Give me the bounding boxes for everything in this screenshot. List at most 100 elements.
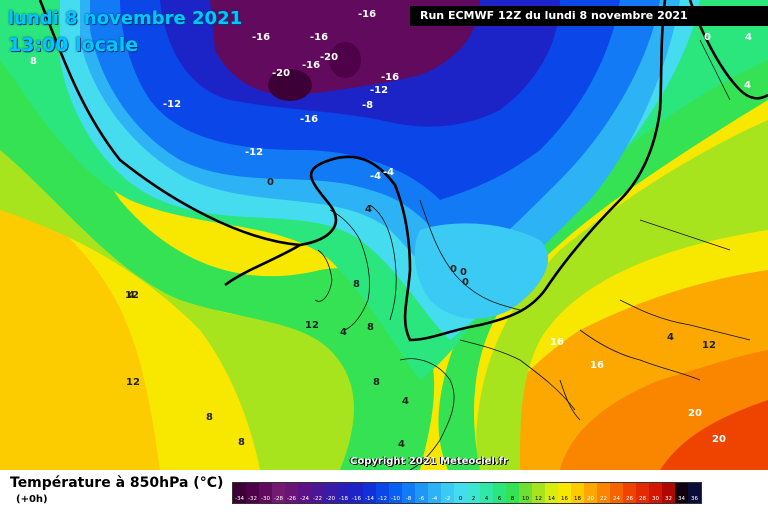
isotherm-label: 16 [590, 360, 604, 371]
scale-label: -16 [352, 496, 361, 502]
isotherm-label: 0 [267, 177, 274, 188]
scale-label: -2 [444, 496, 451, 502]
isotherm-label: 4 [398, 439, 405, 450]
isotherm-label: 12 [305, 320, 319, 331]
field-central-europe-cyan [414, 223, 549, 319]
coastlines [314, 39, 751, 470]
scale-label: -32 [248, 496, 257, 502]
isotherm-label: -4 [370, 171, 381, 182]
isotherm-label: 0 [460, 267, 467, 278]
isotherm-label: -16 [300, 114, 318, 125]
scale-label: 16 [561, 496, 568, 502]
copyright-notice: Copyright 2021 Meteociel.fr [350, 456, 508, 467]
scale-swatch: -8 [402, 483, 415, 503]
isotherm-label: 8 [353, 279, 360, 290]
scale-label: -34 [235, 496, 244, 502]
field-green-west [0, 40, 435, 470]
scale-swatch: 12 [532, 483, 545, 503]
field-lime-west [0, 100, 424, 470]
scale-swatch: 14 [545, 483, 558, 503]
scale-label: -24 [300, 496, 309, 502]
isotherm-label: 8 [373, 377, 380, 388]
isotherm-label: 0 [704, 32, 711, 43]
scale-label: 30 [652, 496, 659, 502]
scale-label: 8 [510, 496, 515, 502]
scale-label: 14 [548, 496, 555, 502]
scale-label: -18 [339, 496, 348, 502]
isotherm-label: 8 [367, 322, 374, 333]
zero-isotherm-loop [224, 243, 301, 287]
scale-swatch: 26 [623, 483, 636, 503]
isotherm-label: -4 [383, 167, 394, 178]
scale-label: -12 [378, 496, 387, 502]
scale-label: 20 [587, 496, 594, 502]
isotherm-label: 4 [402, 396, 409, 407]
isotherm-label: -16 [252, 32, 270, 43]
scale-label: 12 [535, 496, 542, 502]
scale-swatch: -2 [441, 483, 454, 503]
scale-label: -28 [274, 496, 283, 502]
scale-label: -26 [287, 496, 296, 502]
scale-label: -14 [365, 496, 374, 502]
scale-label: 2 [471, 496, 476, 502]
scale-swatch: 30 [649, 483, 662, 503]
scale-swatch: -6 [415, 483, 428, 503]
scale-swatch: -32 [246, 483, 259, 503]
isotherm-label: -12 [370, 85, 388, 96]
scale-label: 10 [522, 496, 529, 502]
isotherm-label: 8 [206, 412, 213, 423]
isotherm-label: 20 [688, 408, 702, 419]
scale-label: 32 [665, 496, 672, 502]
scale-swatch: 16 [558, 483, 571, 503]
scale-swatch: -10 [389, 483, 402, 503]
scale-label: 22 [600, 496, 607, 502]
scale-swatch: 28 [636, 483, 649, 503]
scale-swatch: 4 [480, 483, 493, 503]
scale-label: 6 [497, 496, 502, 502]
scale-label: -22 [313, 496, 322, 502]
legend-bar: Température à 850hPa (°C) (+0h) -34 -32 -3… [0, 470, 768, 512]
isotherm-label: 4 [128, 290, 135, 301]
scale-swatch: -12 [376, 483, 389, 503]
scale-label: -20 [326, 496, 335, 502]
scale-swatch: 0 [454, 483, 467, 503]
model-run-label: Run ECMWF 12Z du lundi 8 novembre 2021 [410, 6, 768, 26]
forecast-time-title: 13:00 locale [8, 34, 139, 56]
isotherm-label: 4 [745, 32, 752, 43]
scale-swatch: 2 [467, 483, 480, 503]
scale-swatch: 24 [610, 483, 623, 503]
isotherm-label: 16 [550, 337, 564, 348]
field-red-se [660, 400, 768, 470]
isotherm-label: -16 [358, 9, 376, 20]
scale-swatch: -4 [428, 483, 441, 503]
isotherm-label: -8 [362, 100, 373, 111]
scale-swatch: 32 [662, 483, 675, 503]
isotherm-label: -20 [320, 52, 338, 63]
scale-swatch: 34 [675, 483, 688, 503]
legend-subtitle: (+0h) [16, 494, 48, 505]
forecast-date-title: lundi 8 novembre 2021 [8, 8, 243, 29]
temperature-map: -16-16 -16-20-16-20-16-12 -8-12-16-12-4 -40… [0, 0, 768, 470]
scale-swatch: -26 [285, 483, 298, 503]
scale-swatch: -20 [324, 483, 337, 503]
scale-swatch: -14 [363, 483, 376, 503]
isotherm-label: 12 [126, 377, 140, 388]
isotherm-label: -12 [163, 99, 181, 110]
isotherm-label: -16 [381, 72, 399, 83]
isotherm-label: 0 [450, 264, 457, 275]
isotherm-label: 4 [744, 80, 751, 91]
scale-label: -30 [261, 496, 270, 502]
scale-label: 36 [691, 496, 698, 502]
isotherm-label: 4 [340, 327, 347, 338]
scale-swatch: 18 [571, 483, 584, 503]
isotherm-label: -12 [245, 147, 263, 158]
scale-swatch: 22 [597, 483, 610, 503]
scale-label: 28 [639, 496, 646, 502]
scale-label: -10 [391, 496, 400, 502]
isotherm-label: 20 [712, 434, 726, 445]
isotherm-label: 0 [462, 277, 469, 288]
isotherm-label: 4 [667, 332, 674, 343]
scale-swatch: -34 [233, 483, 246, 503]
scale-label: 18 [574, 496, 581, 502]
